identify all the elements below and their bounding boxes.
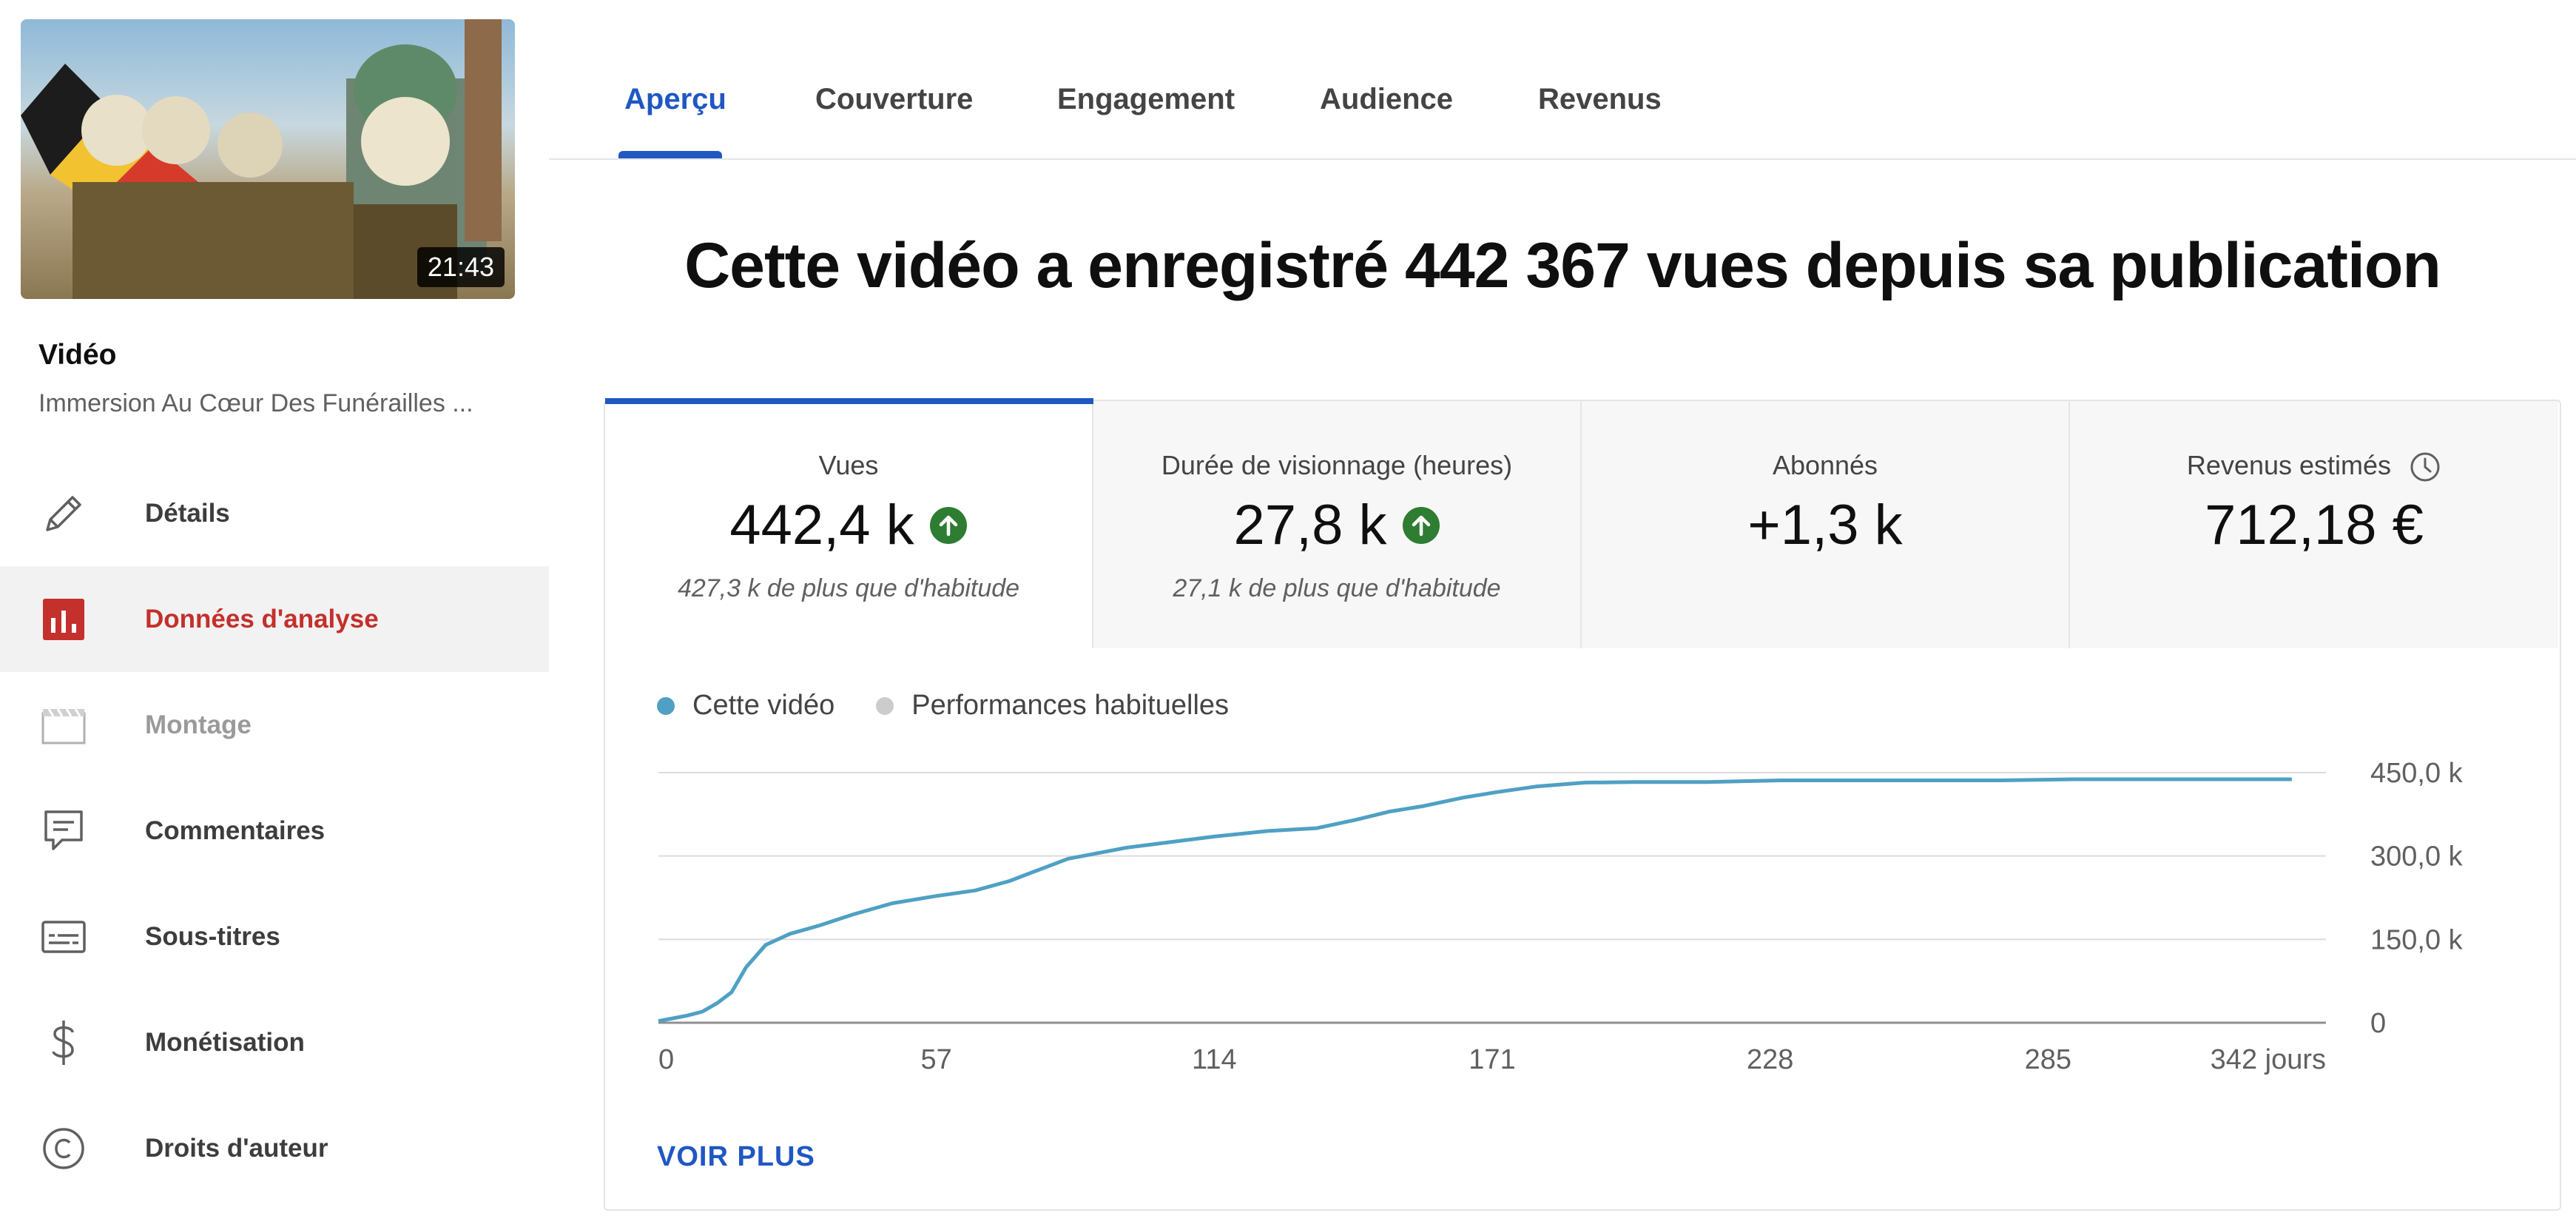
metrics-row: Vues 442,4 k 427,3 k de plus que d'habit… — [605, 398, 2560, 648]
metric-label-row: Revenus estimés — [2070, 450, 2558, 483]
metric-value-row: 27,8 k — [1093, 493, 1580, 557]
video-thumbnail[interactable]: 21:43 — [21, 19, 515, 299]
thumbnail-image — [21, 19, 502, 299]
legend-swatch — [876, 696, 894, 715]
metric-label: Vues — [818, 450, 879, 480]
y-tick-label: 150,0 k — [2370, 924, 2464, 955]
dollar-icon — [52, 1020, 74, 1065]
x-tick-label: 171 — [1469, 1044, 1515, 1075]
metric-value-row: 712,18 € — [2070, 493, 2558, 557]
analytics-tabs: Aperçu Couverture Engagement Audience Re… — [549, 0, 2576, 160]
metric-value-row: 442,4 k — [605, 493, 1092, 557]
sidebar-item-analytics[interactable]: Données d'analyse — [0, 566, 549, 672]
y-tick-label: 450,0 k — [2370, 758, 2464, 789]
clapperboard-icon — [41, 707, 86, 744]
tab-overview[interactable]: Aperçu — [624, 83, 726, 115]
see-more-link[interactable]: VOIR PLUS — [657, 1141, 815, 1172]
legend-label: Performances habituelles — [911, 690, 1230, 721]
metric-selected-bar — [605, 398, 1093, 404]
metric-label: Abonnés — [1772, 450, 1878, 480]
y-tick-label: 0 — [2370, 1008, 2386, 1039]
metric-subscribers[interactable]: Abonnés +1,3 k — [1582, 401, 2070, 648]
active-tab-indicator — [618, 151, 722, 158]
tab-revenue[interactable]: Revenus — [1538, 83, 1662, 115]
x-tick-label: 114 — [1192, 1044, 1237, 1075]
legend-swatch — [657, 696, 675, 715]
series-line-cette-video — [658, 777, 2292, 1023]
metric-views[interactable]: Vues 442,4 k 427,3 k de plus que d'habit… — [605, 398, 1093, 648]
sidebar-item-label: Monétisation — [145, 1027, 305, 1057]
metric-comparison: 27,1 k de plus que d'habitude — [1173, 574, 1501, 602]
sidebar-item-label: Données d'analyse — [145, 604, 379, 633]
sidebar-nav: Détails Données d'analyse Montage — [0, 460, 549, 1201]
metric-value: 442,4 k — [729, 494, 914, 557]
sidebar: 21:43 Vidéo Immersion Au Cœur Des Funéra… — [0, 0, 549, 1227]
x-tick-label: 57 — [921, 1044, 952, 1075]
metric-value-row: +1,3 k — [1582, 493, 2068, 557]
sidebar-item-label: Sous-titres — [145, 921, 280, 951]
sidebar-item-details[interactable]: Détails — [0, 460, 549, 566]
metric-label: Durée de visionnage (heures) — [1161, 450, 1513, 480]
metric-value: +1,3 k — [1747, 494, 1903, 557]
trend-up-icon — [1402, 506, 1440, 544]
metric-value: 27,8 k — [1233, 494, 1387, 557]
sidebar-item-subtitles[interactable]: Sous-titres — [0, 884, 549, 989]
metric-comparison: 427,3 k de plus que d'habitude — [677, 574, 1020, 602]
video-duration: 21:43 — [417, 247, 505, 287]
video-title[interactable]: Immersion Au Cœur Des Funérailles ... — [38, 389, 473, 417]
sidebar-item-label: Montage — [145, 710, 252, 739]
x-tick-label: 285 — [2025, 1044, 2071, 1075]
tab-engagement[interactable]: Engagement — [1057, 83, 1235, 115]
metric-value: 712,18 € — [2205, 494, 2424, 557]
legend-item-typical[interactable]: Performances habituelles — [876, 690, 1229, 722]
sidebar-item-label: Droits d'auteur — [145, 1133, 328, 1163]
overview-card: Vues 442,4 k 427,3 k de plus que d'habit… — [604, 398, 2561, 1211]
metric-label: Revenus estimés — [2186, 450, 2392, 480]
trend-up-icon — [929, 506, 967, 544]
tab-audience[interactable]: Audience — [1320, 83, 1454, 115]
metric-watch-time[interactable]: Durée de visionnage (heures) 27,8 k 27,1… — [1093, 401, 1582, 648]
tab-reach[interactable]: Couverture — [815, 83, 974, 115]
video-label: Vidéo — [38, 339, 117, 371]
comment-icon — [44, 810, 83, 850]
sidebar-item-label: Détails — [145, 498, 230, 528]
analytics-icon — [43, 598, 84, 640]
page-headline: Cette vidéo a enregistré 442 367 vues de… — [684, 230, 2441, 301]
sidebar-item-editor[interactable]: Montage — [0, 672, 549, 778]
sidebar-item-comments[interactable]: Commentaires — [0, 778, 549, 884]
sidebar-item-monetization[interactable]: Monétisation — [0, 989, 549, 1095]
x-tick-label: 0 — [658, 1044, 674, 1075]
pencil-icon — [46, 495, 81, 531]
subtitles-icon — [41, 920, 86, 953]
clock-icon — [2410, 452, 2440, 482]
legend-label: Cette vidéo — [692, 690, 835, 721]
sidebar-item-label: Commentaires — [145, 816, 326, 845]
legend-item-this-video[interactable]: Cette vidéo — [657, 690, 834, 722]
views-line-chart[interactable]: 450,0 k 300,0 k 150,0 k 0 0 57 114 171 228 285 342… — [605, 401, 2560, 1141]
chart-legend: Cette vidéo Performances habituelles — [657, 690, 1270, 722]
x-tick-label: 228 — [1747, 1044, 1793, 1075]
sidebar-item-copyright[interactable]: Droits d'auteur — [0, 1095, 549, 1201]
metric-revenue[interactable]: Revenus estimés 712,18 € — [2070, 401, 2558, 648]
x-tick-label: 342 jours — [2211, 1044, 2326, 1075]
y-tick-label: 300,0 k — [2370, 841, 2464, 873]
copyright-icon — [43, 1127, 84, 1169]
